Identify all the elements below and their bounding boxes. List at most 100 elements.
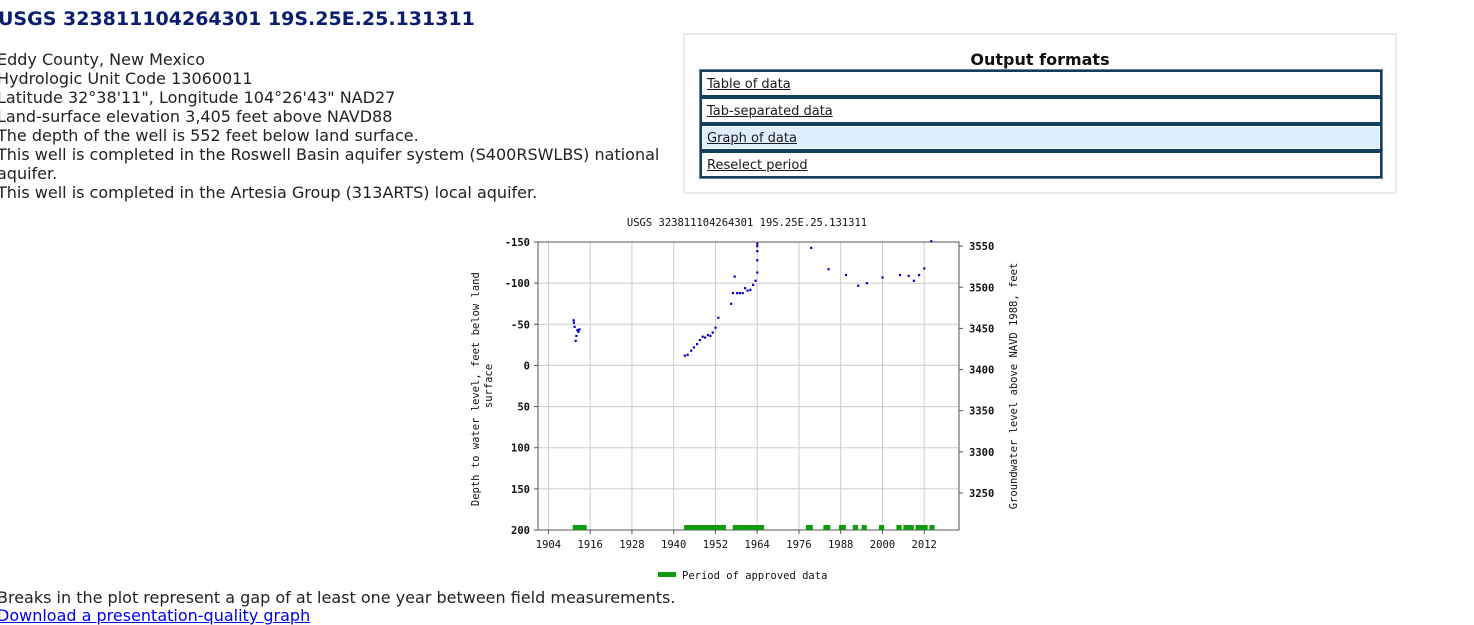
y-tick-label: 50 <box>517 402 530 414</box>
data-point <box>746 289 749 292</box>
data-point <box>714 326 717 329</box>
approved-period-bar <box>896 525 902 530</box>
reselect-period-link[interactable]: Reselect period <box>702 153 1380 176</box>
data-points <box>572 240 933 357</box>
data-point <box>907 274 910 277</box>
approved-period-bar <box>732 525 765 530</box>
data-point <box>756 245 759 248</box>
approved-period-bar <box>852 525 859 530</box>
approved-period-bar <box>838 525 846 530</box>
data-point <box>572 319 575 322</box>
y-axis-label: Depth to water level, feet below land su… <box>470 266 495 506</box>
data-point <box>577 330 580 333</box>
data-point <box>741 292 744 295</box>
data-point <box>696 343 699 346</box>
chart-title: USGS 323811104264301 19S.25E.25.131311 <box>627 217 867 229</box>
y-tick-label: 100 <box>511 443 530 455</box>
x-tick-label: 1964 <box>745 539 770 551</box>
plot-frame <box>537 241 960 531</box>
site-huc: Hydrologic Unit Code 13060011 <box>0 69 253 88</box>
y2-tick-label: 3400 <box>969 365 994 377</box>
x-tick-label: 1988 <box>828 539 853 551</box>
site-local-aquifer: This well is completed in the Artesia Gr… <box>0 183 538 202</box>
data-point <box>731 292 735 295</box>
data-point <box>730 302 733 305</box>
groundwater-chart: USGS 323811104264301 19S.25E.25.131311 1… <box>465 212 1035 592</box>
y-tick-label: 150 <box>511 484 530 496</box>
x-tick-label: 1904 <box>536 539 561 551</box>
approved-period-bar <box>915 525 928 530</box>
legend-label: Period of approved data <box>682 570 827 582</box>
approved-period-bar <box>929 525 935 530</box>
x-tick-label: 2000 <box>870 539 895 551</box>
site-county: Eddy County, New Mexico <box>0 50 205 69</box>
download-graph-link[interactable]: Download a presentation-quality graph <box>0 606 311 625</box>
x-tick-label: 1928 <box>619 539 644 551</box>
data-point <box>857 284 860 287</box>
data-point <box>704 336 707 339</box>
data-point <box>756 242 759 245</box>
y-axis-label-line1: Depth to water level, feet below land <box>470 272 482 506</box>
y2-tick-label: 3550 <box>969 241 994 253</box>
tab-separated-data-link[interactable]: Tab-separated data <box>702 99 1380 122</box>
y2-tick-label: 3350 <box>969 406 994 418</box>
x-tick-label: 1916 <box>578 539 603 551</box>
y2-tick-label: 3250 <box>969 488 994 500</box>
graph-of-data-link[interactable]: Graph of data <box>702 126 1380 149</box>
data-point <box>692 346 696 349</box>
output-formats-title: Output formats <box>970 50 1110 69</box>
data-point <box>574 339 577 342</box>
legend-swatch <box>658 572 676 577</box>
data-point <box>752 283 755 286</box>
y-tick-label: -100 <box>505 278 530 290</box>
data-point <box>756 250 759 253</box>
data-point <box>756 271 759 274</box>
approved-period-bar <box>903 525 914 530</box>
data-point <box>912 279 915 282</box>
y-axis-label-line2: surface <box>483 364 495 408</box>
x-tick-label: 1952 <box>703 539 728 551</box>
site-well-depth: The depth of the well is 552 feet below … <box>0 126 419 145</box>
site-national-aquifer: This well is completed in the Roswell Ba… <box>0 145 660 183</box>
data-point <box>898 273 902 277</box>
data-point <box>573 325 576 328</box>
data-point <box>690 349 693 352</box>
data-point <box>698 338 701 342</box>
data-point <box>930 240 933 243</box>
data-point <box>572 321 576 324</box>
data-point <box>756 259 759 262</box>
data-point <box>717 316 720 319</box>
page-title: USGS 323811104264301 19S.25E.25.131311 <box>0 8 475 30</box>
data-point <box>576 329 579 332</box>
y-tick-label: -50 <box>511 319 530 331</box>
data-point <box>733 275 736 278</box>
data-point <box>738 292 742 295</box>
y2-tick-label: 3500 <box>969 282 994 294</box>
approved-period-bar <box>805 525 813 530</box>
data-point <box>711 331 714 334</box>
approved-period-bar <box>823 525 831 530</box>
site-latlon: Latitude 32°38'11", Longitude 104°26'43"… <box>0 88 396 107</box>
site-elevation: Land-surface elevation 3,405 feet above … <box>0 107 393 126</box>
y-tick-label: 200 <box>511 525 530 537</box>
y2-axis-label: Groundwater level above NAVD 1988, feet <box>1008 263 1020 510</box>
data-point <box>578 328 581 331</box>
x-tick-label: 1940 <box>661 539 686 551</box>
data-point <box>923 267 926 270</box>
y2-tick-label: 3450 <box>969 323 994 335</box>
data-point <box>810 246 813 249</box>
data-point <box>686 353 689 356</box>
breaks-note: Breaks in the plot represent a gap of at… <box>0 588 676 607</box>
chart-axes: 1904 1916 1928 1940 1952 1964 1976 1988 2000 2012… <box>505 237 995 551</box>
approved-period-bar <box>572 525 587 530</box>
table-of-data-link[interactable]: Table of data <box>702 72 1380 95</box>
data-point <box>865 282 868 285</box>
output-formats-list: Table of data Tab-separated data Graph o… <box>699 69 1383 179</box>
data-point <box>744 287 747 290</box>
data-point <box>706 333 709 337</box>
data-point <box>575 334 578 338</box>
data-point <box>701 335 704 338</box>
approved-periods <box>572 525 935 530</box>
x-tick-label: 1976 <box>786 539 811 551</box>
approved-period-bar <box>861 525 867 530</box>
